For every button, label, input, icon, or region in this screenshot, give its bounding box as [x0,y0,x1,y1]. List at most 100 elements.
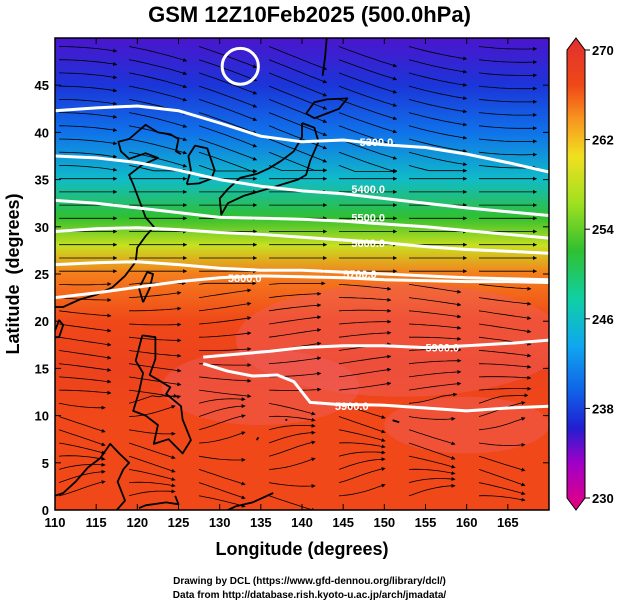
streamline [338,330,392,338]
streamline [59,297,112,302]
x-tick-label: 150 [373,515,395,530]
streamline [408,476,456,483]
streamline [338,59,398,81]
credit-data-source: Data from http://database.rish.kyoto-u.a… [172,590,447,601]
y-tick-label: 0 [42,503,49,518]
contour-label: 5900.0 [426,343,460,355]
streamline [268,72,328,97]
streamline [408,151,468,167]
colorbar-tick-label: 254 [592,222,614,237]
streamline [269,402,316,416]
streamline [408,112,468,127]
contour-labels: 5300.0 5400.0 5500.0 5600.0 5700.0 5800.0 5900… [228,137,459,413]
streamline [128,489,176,497]
x-tick-label: 140 [291,515,313,530]
streamline [198,99,258,121]
contour-label: 5800.0 [228,273,262,285]
streamline [198,151,258,174]
streamline [338,151,398,173]
streamline [478,469,526,487]
streamline [478,363,532,369]
streamline [199,455,246,462]
streamline [198,138,258,161]
colorbar-ticks: 230 238 246 254 262 270 [585,43,614,506]
streamline [338,72,398,94]
streamline [478,46,537,51]
streamline [338,46,398,68]
streamline [408,468,456,476]
streamline [129,336,182,343]
streamline [199,347,252,352]
streamline [338,165,398,174]
height-contours [55,46,549,413]
colorbar-tick-label: 238 [592,401,614,416]
streamline [338,308,392,313]
streamline [338,319,392,325]
streamline [129,112,188,128]
contour-label: 5900.0 [335,401,369,413]
y-tick-label: 40 [35,125,49,140]
streamline [198,165,258,173]
x-tick-label: 165 [497,515,519,530]
colorbar-tick-label: 262 [592,133,614,148]
streamline [59,112,118,119]
y-tick-label: 10 [35,409,49,424]
streamline [408,416,456,421]
coastlines [55,38,400,510]
streamline [268,99,328,123]
streamline [338,483,386,497]
streamline [408,483,456,497]
streamline [59,323,112,333]
x-tick-label: 125 [168,515,190,530]
streamline [198,404,246,417]
streamline [478,393,529,404]
streamline [338,354,392,365]
streamline [198,397,246,404]
streamline [128,442,176,460]
coastline [138,271,154,303]
contour-label: 5300.0 [360,137,394,149]
streamline [338,457,386,470]
streamline [129,350,182,358]
streamline [268,46,328,70]
streamline [129,405,176,417]
x-tick-label: 110 [45,515,66,530]
y-axis: 0 5 10 15 20 25 30 35 40 45 [35,78,549,518]
streamline [408,392,458,404]
streamline [408,138,468,153]
streamline [59,402,106,410]
streamline [269,303,322,312]
streamline [269,457,316,470]
streamline [478,72,537,78]
streamline [269,281,326,286]
y-tick-label: 35 [35,173,49,188]
streamline [59,389,112,395]
colorbar-tick-label: 230 [592,491,614,506]
streamline [199,495,246,508]
y-axis-title: Latitude (degrees) [3,193,23,354]
streamline [198,469,246,486]
colorbar: 230 238 246 254 262 270 [566,37,614,511]
coastline [285,418,288,422]
streamline [409,336,462,341]
streamline [408,165,468,173]
streamline [338,442,386,449]
streamline [129,46,188,62]
streamline [198,482,246,500]
x-tick-label: 145 [332,515,354,530]
streamline [269,328,322,338]
streamline [408,85,468,101]
streamline [478,59,537,65]
streamline [478,417,526,431]
streamline [478,375,532,380]
streamline [129,481,176,488]
colorbar-tick-label: 246 [592,312,614,327]
streamline [198,125,258,148]
streamline [268,125,328,150]
streamline [129,376,182,387]
streamline [478,442,526,447]
streamline [268,151,328,173]
streamline [478,297,532,306]
streamline [408,369,462,378]
